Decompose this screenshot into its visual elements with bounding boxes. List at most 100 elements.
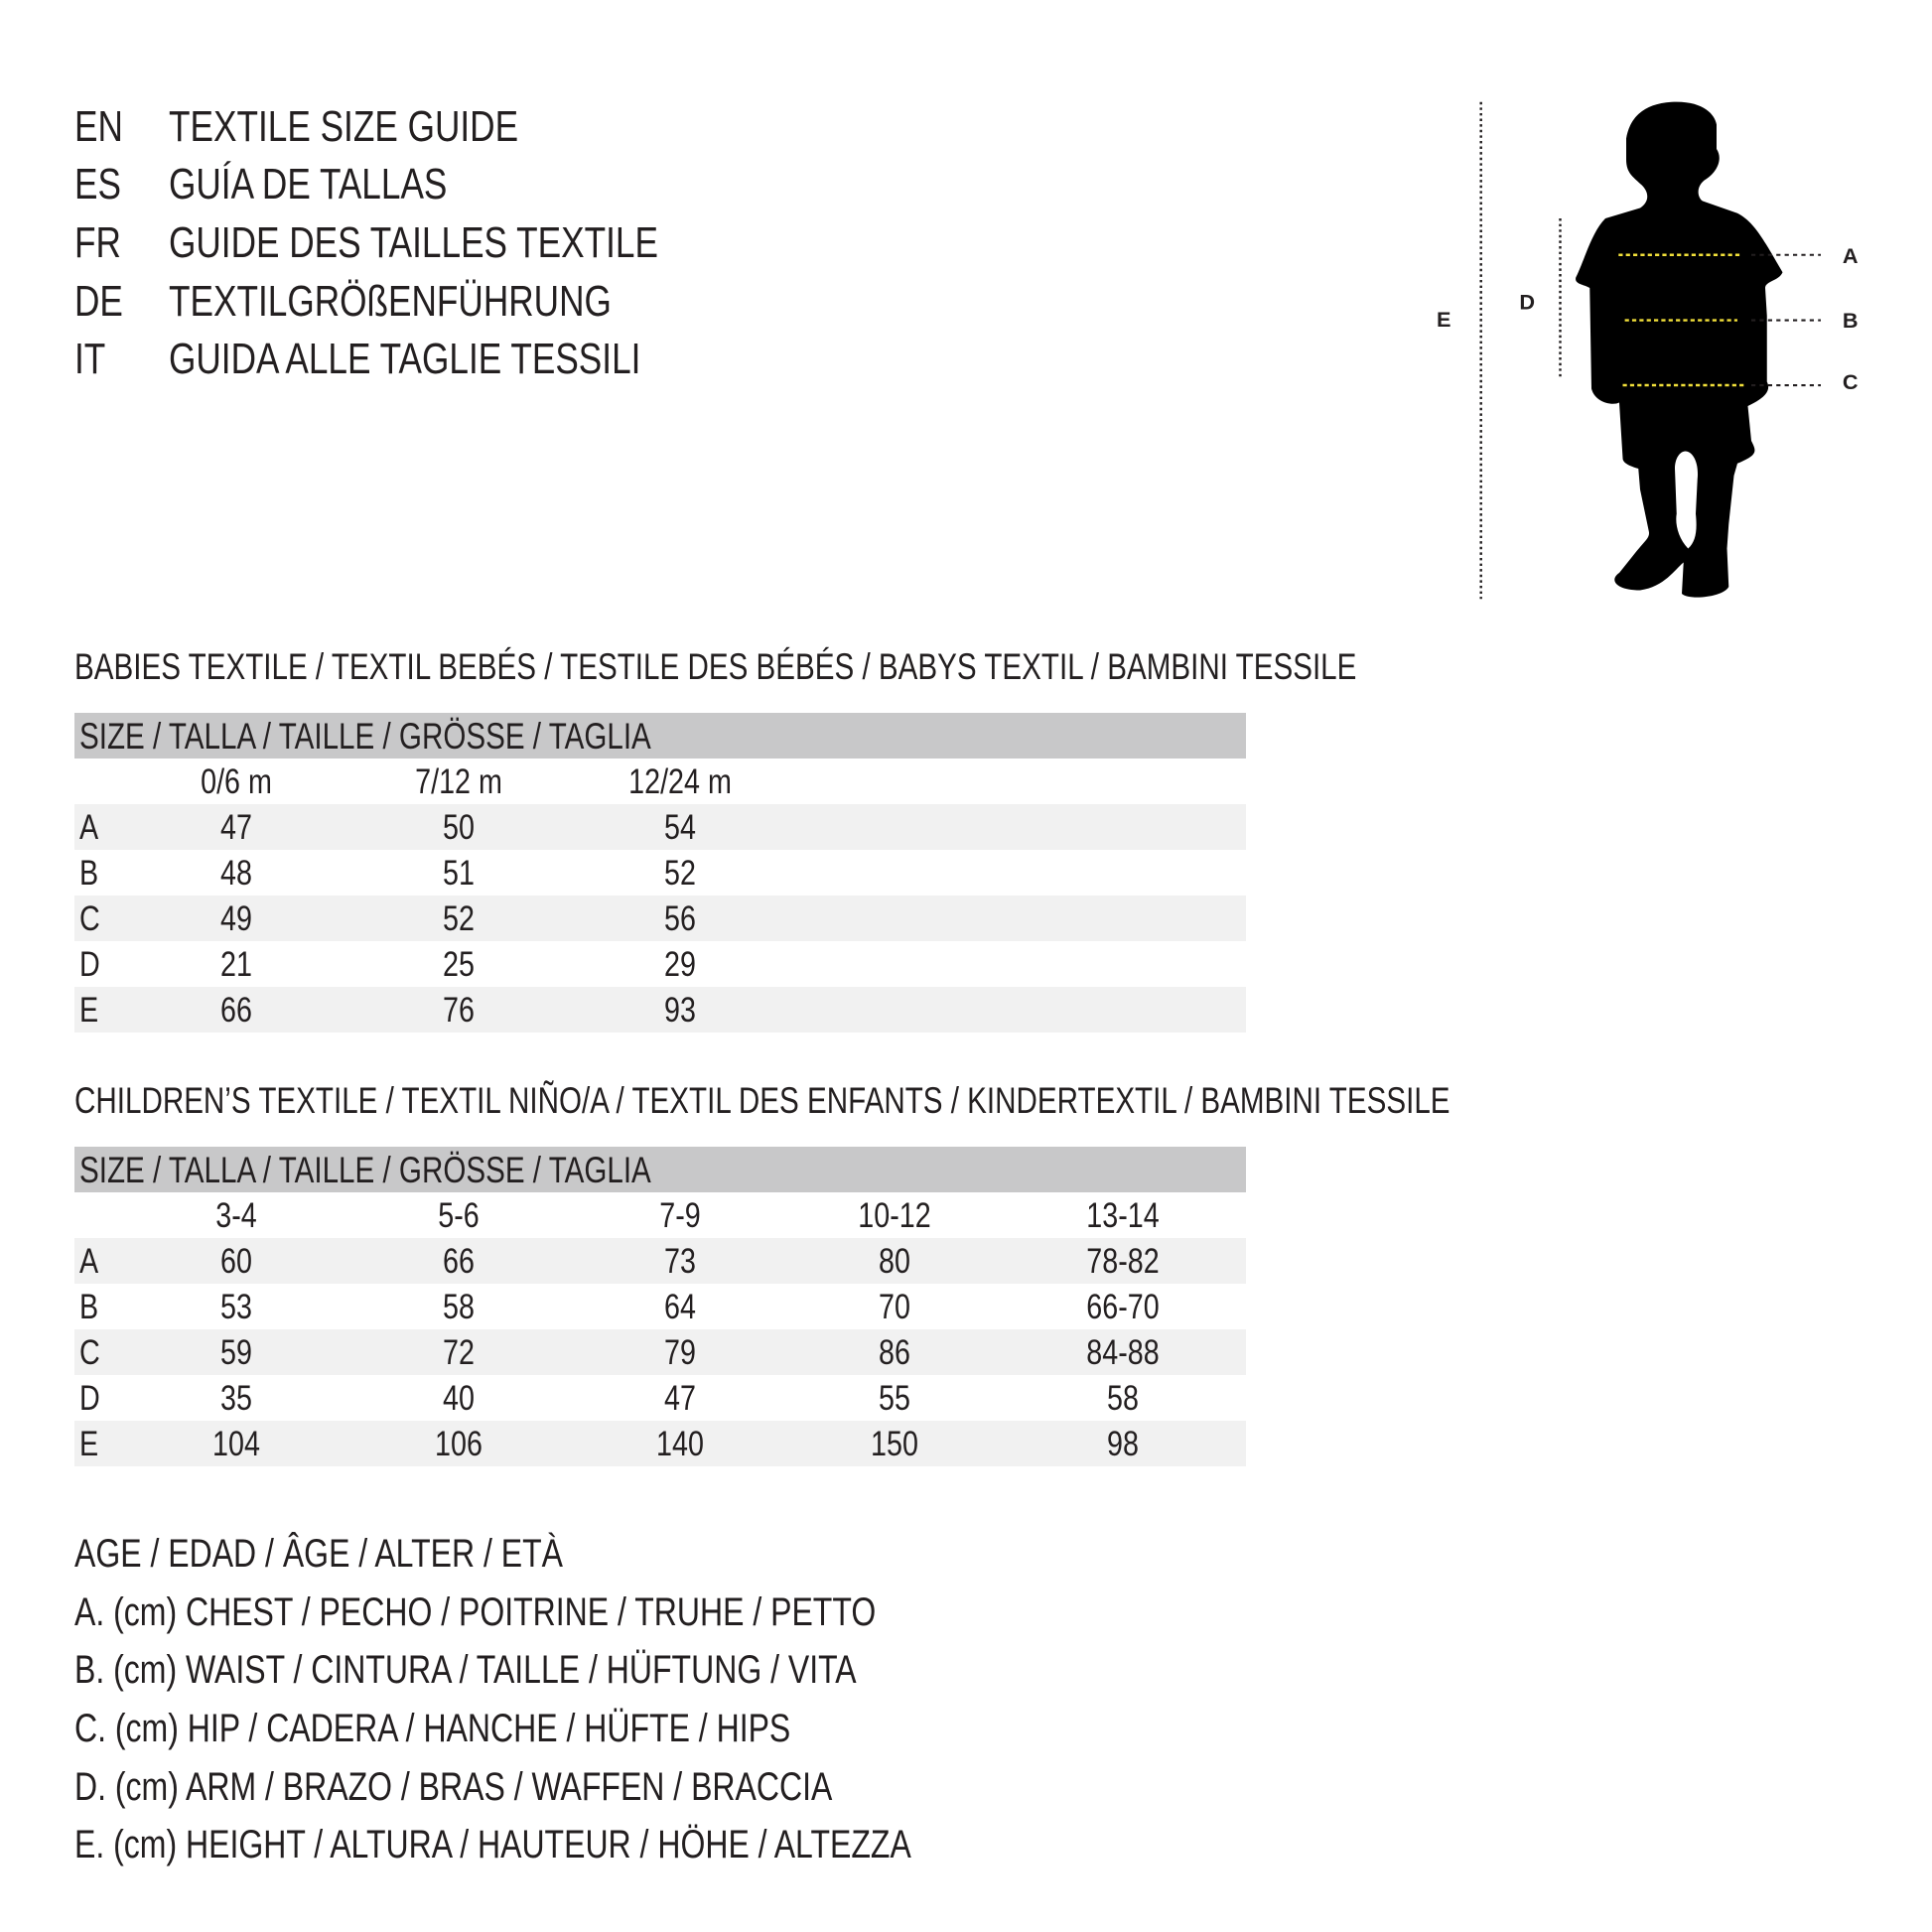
label-c: C bbox=[1843, 369, 1859, 394]
legend-text: AGE / EDAD / ÂGE / ALTER / ETÀ bbox=[74, 1532, 563, 1576]
table-cell: 53 bbox=[220, 1288, 252, 1326]
column-header-row: 0/6 m 7/12 m 12/24 m bbox=[74, 759, 1246, 804]
table-cell: 52 bbox=[664, 854, 696, 893]
table-cell: 50 bbox=[443, 808, 475, 847]
table-cell: 29 bbox=[664, 945, 696, 984]
table-cell: 58 bbox=[443, 1288, 475, 1326]
table-cell: 55 bbox=[879, 1379, 910, 1418]
table-cell: 40 bbox=[443, 1379, 475, 1418]
size-header-band: SIZE / TALLA / TAILLE / GRÖSSE / TAGLIA bbox=[74, 1147, 1246, 1192]
legend-waist: B. (cm) WAIST / CINTURA / TAILLE / HÜFTU… bbox=[74, 1645, 1052, 1695]
row-label: A bbox=[79, 1242, 99, 1281]
header-title: TEXTILE SIZE GUIDE bbox=[169, 102, 519, 151]
table-cell: 64 bbox=[664, 1288, 696, 1326]
table-row: D 21 25 29 bbox=[74, 941, 1246, 987]
legend-text: C. (cm) HIP / CADERA / HANCHE / HÜFTE / … bbox=[74, 1707, 791, 1750]
column-header: 5-6 bbox=[438, 1196, 480, 1235]
lang-code: IT bbox=[74, 335, 106, 383]
legend-chest: A. (cm) CHEST / PECHO / POITRINE / TRUHE… bbox=[74, 1587, 1076, 1637]
children-size-table: SIZE / TALLA / TAILLE / GRÖSSE / TAGLIA … bbox=[74, 1147, 1246, 1466]
label-b: B bbox=[1843, 308, 1859, 333]
table-cell: 58 bbox=[1107, 1379, 1139, 1418]
table-cell: 52 bbox=[443, 899, 475, 938]
table-cell: 104 bbox=[212, 1425, 260, 1463]
table-cell: 66 bbox=[443, 1242, 475, 1281]
table-cell: 49 bbox=[220, 899, 252, 938]
table-row: B 53 58 64 70 66-70 bbox=[74, 1284, 1246, 1329]
table-row: D 35 40 47 55 58 bbox=[74, 1375, 1246, 1421]
table-cell: 84-88 bbox=[1086, 1333, 1160, 1372]
table-cell: 98 bbox=[1107, 1425, 1139, 1463]
column-header: 10-12 bbox=[858, 1196, 931, 1235]
column-header: 7/12 m bbox=[415, 762, 502, 801]
table-cell: 78-82 bbox=[1086, 1242, 1160, 1281]
table-row: E 104 106 140 150 98 bbox=[74, 1421, 1246, 1466]
lang-code: FR bbox=[74, 218, 121, 267]
babies-title: BABIES TEXTILE / TEXTIL BEBÉS / TESTILE … bbox=[74, 645, 1677, 689]
table-row: B 48 51 52 bbox=[74, 850, 1246, 896]
legend-text: E. (cm) HEIGHT / ALTURA / HAUTEUR / HÖHE… bbox=[74, 1823, 911, 1866]
header-title: GUÍA DE TALLAS bbox=[169, 160, 448, 208]
table-row: C 49 52 56 bbox=[74, 896, 1246, 941]
table-cell: 47 bbox=[220, 808, 252, 847]
table-cell: 51 bbox=[443, 854, 475, 893]
table-cell: 70 bbox=[879, 1288, 910, 1326]
table-cell: 106 bbox=[435, 1425, 483, 1463]
table-cell: 47 bbox=[664, 1379, 696, 1418]
column-header: 3-4 bbox=[215, 1196, 257, 1235]
table-cell: 72 bbox=[443, 1333, 475, 1372]
column-header: 13-14 bbox=[1086, 1196, 1160, 1235]
table-row: A 47 50 54 bbox=[74, 804, 1246, 850]
column-header: 12/24 m bbox=[628, 762, 732, 801]
table-cell: 73 bbox=[664, 1242, 696, 1281]
size-header: SIZE / TALLA / TAILLE / GRÖSSE / TAGLIA bbox=[79, 716, 651, 757]
header-title: GUIDE DES TAILLES TEXTILE bbox=[169, 218, 658, 267]
label-d: D bbox=[1519, 290, 1535, 315]
header-title: GUIDA ALLE TAGLIE TESSILI bbox=[169, 335, 641, 383]
children-title-text: CHILDREN’S TEXTILE / TEXTIL NIÑO/A / TEX… bbox=[74, 1080, 1450, 1121]
row-label: E bbox=[79, 991, 99, 1030]
row-label: C bbox=[79, 1333, 100, 1372]
child-silhouette-figure: E D A B C bbox=[1437, 101, 1859, 600]
column-header: 7-9 bbox=[659, 1196, 701, 1235]
legend-text: B. (cm) WAIST / CINTURA / TAILLE / HÜFTU… bbox=[74, 1648, 857, 1692]
table-row: E 66 76 93 bbox=[74, 987, 1246, 1033]
legend-height: E. (cm) HEIGHT / ALTURA / HAUTEUR / HÖHE… bbox=[74, 1820, 1120, 1869]
table-cell: 21 bbox=[220, 945, 252, 984]
row-label: B bbox=[79, 1288, 99, 1326]
table-cell: 48 bbox=[220, 854, 252, 893]
legend-age: AGE / EDAD / ÂGE / ALTER / ETÀ bbox=[74, 1529, 685, 1579]
children-title: CHILDREN’S TEXTILE / TEXTIL NIÑO/A / TEX… bbox=[74, 1079, 1794, 1123]
row-label: D bbox=[79, 945, 100, 984]
table-cell: 59 bbox=[220, 1333, 252, 1372]
child-silhouette-icon bbox=[1576, 101, 1783, 598]
table-cell: 54 bbox=[664, 808, 696, 847]
row-label: A bbox=[79, 808, 99, 847]
column-header-row: 3-4 5-6 7-9 10-12 13-14 bbox=[74, 1192, 1246, 1238]
row-label: E bbox=[79, 1425, 99, 1463]
table-cell: 140 bbox=[656, 1425, 704, 1463]
header-title: TEXTILGRÖßENFÜHRUNG bbox=[169, 277, 612, 326]
table-row: C 59 72 79 86 84-88 bbox=[74, 1329, 1246, 1375]
table-cell: 60 bbox=[220, 1242, 252, 1281]
size-header: SIZE / TALLA / TAILLE / GRÖSSE / TAGLIA bbox=[79, 1150, 651, 1190]
column-header: 0/6 m bbox=[201, 762, 272, 801]
legend-text: A. (cm) CHEST / PECHO / POITRINE / TRUHE… bbox=[74, 1590, 877, 1634]
row-label: C bbox=[79, 899, 100, 938]
table-cell: 35 bbox=[220, 1379, 252, 1418]
lang-code: ES bbox=[74, 160, 121, 208]
table-cell: 93 bbox=[664, 991, 696, 1030]
table-cell: 25 bbox=[443, 945, 475, 984]
table-cell: 56 bbox=[664, 899, 696, 938]
table-cell: 66-70 bbox=[1086, 1288, 1160, 1326]
lang-code: DE bbox=[74, 277, 123, 326]
legend-arm: D. (cm) ARM / BRAZO / BRAS / WAFFEN / BR… bbox=[74, 1762, 1022, 1812]
babies-title-text: BABIES TEXTILE / TEXTIL BEBÉS / TESTILE … bbox=[74, 646, 1357, 687]
lang-code: EN bbox=[74, 102, 123, 151]
table-cell: 79 bbox=[664, 1333, 696, 1372]
table-cell: 80 bbox=[879, 1242, 910, 1281]
label-a: A bbox=[1843, 243, 1859, 268]
table-cell: 150 bbox=[871, 1425, 918, 1463]
babies-size-table: SIZE / TALLA / TAILLE / GRÖSSE / TAGLIA … bbox=[74, 713, 1246, 1033]
table-cell: 86 bbox=[879, 1333, 910, 1372]
